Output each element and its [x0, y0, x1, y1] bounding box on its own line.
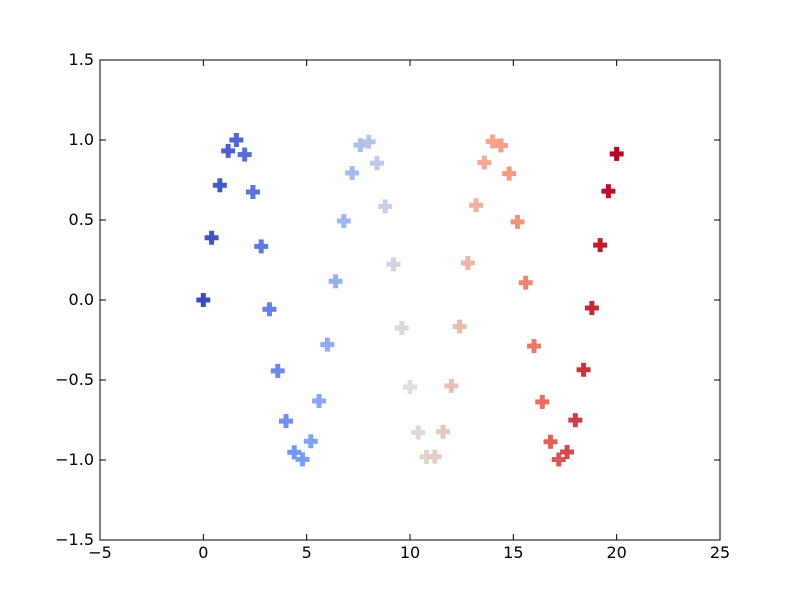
data-point — [535, 394, 550, 409]
data-point — [229, 133, 244, 147]
data-point — [378, 199, 393, 214]
y-tick-label: 1.0 — [69, 130, 94, 149]
data-point — [295, 452, 310, 467]
data-point — [502, 166, 517, 181]
data-point — [527, 339, 541, 354]
data-point — [262, 302, 277, 317]
plot-frame — [99, 59, 721, 541]
y-tick-label: −1.0 — [55, 450, 94, 469]
data-point — [369, 156, 384, 171]
data-point — [477, 155, 492, 170]
data-point — [601, 184, 616, 199]
data-point — [245, 185, 260, 199]
data-point — [212, 178, 227, 193]
data-point — [312, 393, 327, 408]
data-point — [403, 380, 417, 395]
data-point — [551, 452, 566, 467]
data-point — [411, 425, 426, 440]
data-point — [518, 275, 533, 290]
data-point — [196, 293, 211, 307]
y-tick-label: −1.5 — [55, 530, 94, 549]
data-point — [254, 239, 269, 254]
data-point — [204, 230, 219, 245]
data-point — [444, 378, 459, 393]
data-point — [469, 198, 484, 213]
data-point — [361, 134, 376, 149]
data-point — [320, 337, 335, 352]
data-point — [386, 257, 401, 272]
y-tick-label: 1.5 — [69, 50, 94, 69]
data-points — [196, 133, 624, 467]
data-point — [436, 424, 451, 439]
x-tick-label: 20 — [606, 543, 626, 562]
x-tick-label: 25 — [710, 543, 730, 562]
x-tick-label: 10 — [400, 543, 420, 562]
y-tick-label: 0.0 — [69, 290, 94, 309]
data-point — [394, 321, 409, 335]
y-tick-label: 0.5 — [69, 210, 94, 229]
data-point — [270, 363, 285, 378]
data-point — [452, 319, 467, 334]
data-point — [493, 138, 508, 153]
data-point — [353, 138, 368, 153]
x-tick-label: 0 — [198, 543, 208, 562]
data-point — [336, 213, 351, 228]
data-point — [609, 146, 624, 161]
data-point — [328, 274, 343, 289]
data-point — [576, 362, 591, 377]
x-tick-label: 15 — [503, 543, 523, 562]
data-point — [303, 434, 318, 449]
data-point — [237, 147, 252, 162]
data-point — [287, 445, 302, 460]
axis-tick-labels: −5 0 5 10 15 20 25 1.5 1.0 0.5 0.0 −0.5 −1.0 −1.5 — [55, 50, 730, 562]
data-point — [568, 413, 583, 428]
data-point — [593, 238, 608, 253]
data-point — [279, 414, 293, 429]
y-tick-label: −0.5 — [55, 370, 94, 389]
data-point — [427, 449, 442, 464]
data-point — [510, 214, 525, 229]
data-point — [221, 143, 236, 158]
data-point — [543, 434, 558, 449]
data-point — [485, 134, 500, 149]
x-tick-label: 5 — [302, 543, 312, 562]
data-point — [345, 165, 360, 180]
data-point — [584, 301, 599, 315]
data-point — [460, 256, 475, 271]
data-point — [560, 445, 575, 459]
x-tick-label: −5 — [88, 543, 112, 562]
